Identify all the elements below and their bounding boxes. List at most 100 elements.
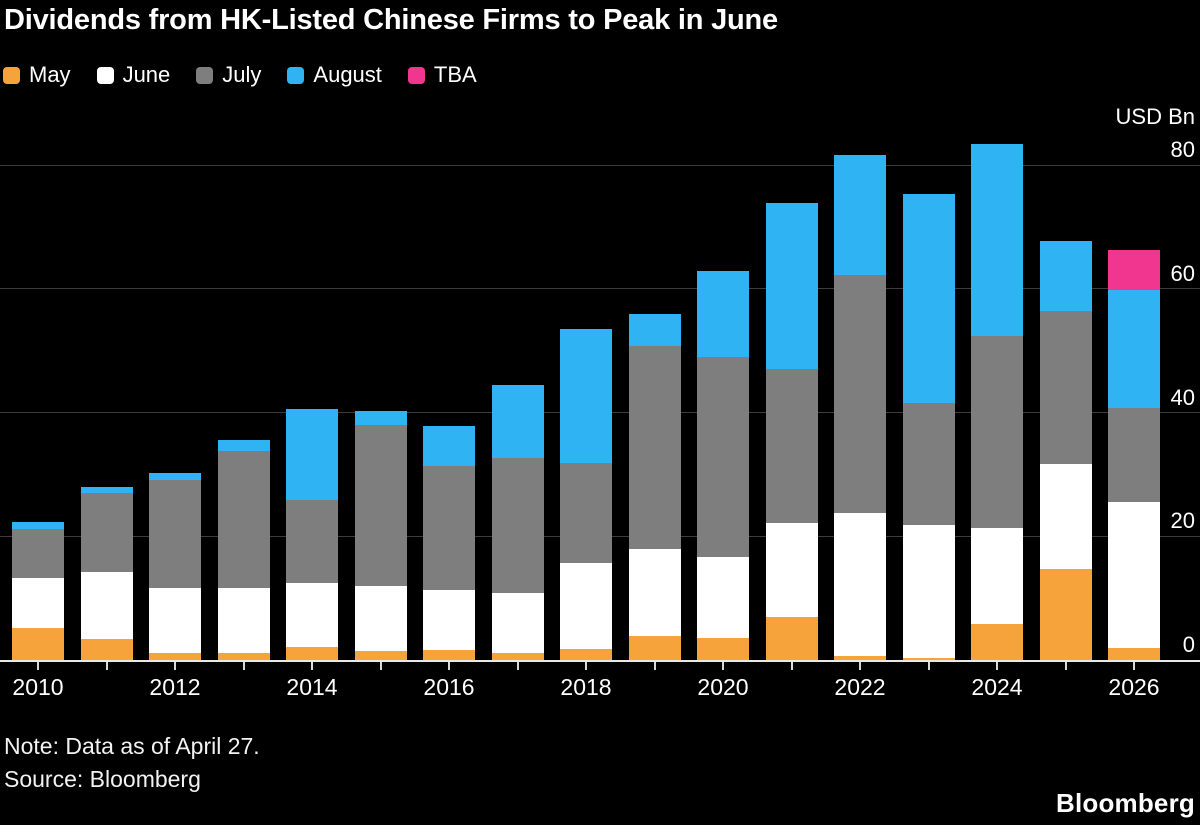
bar-2014	[286, 0, 338, 660]
bar-segment-august-2019	[628, 314, 681, 347]
legend: May June July August TBA	[3, 62, 477, 88]
bar-2018	[560, 0, 612, 660]
bar-segment-may-2010	[12, 627, 64, 660]
bar-segment-june-2015	[354, 586, 407, 651]
bar-segment-june-2011	[80, 571, 133, 639]
bar-segment-june-2021	[765, 523, 818, 617]
bar-segment-august-2020	[697, 271, 749, 358]
x-tick-label-2010: 2010	[12, 674, 64, 700]
y-axis-unit-label: USD Bn	[1115, 104, 1195, 129]
x-tick-2020	[722, 662, 724, 670]
bar-segment-july-2020	[697, 357, 749, 557]
bar-segment-may-2013	[217, 652, 270, 660]
x-tick-2010	[37, 662, 39, 670]
bar-segment-august-2018	[560, 328, 612, 463]
bar-segment-july-2025	[1039, 311, 1092, 464]
bar-segment-july-2014	[286, 499, 338, 584]
x-tick-2014	[311, 662, 313, 670]
x-tick-label-2016: 2016	[423, 674, 475, 700]
bar-2024	[971, 0, 1023, 660]
bar-2023	[902, 0, 955, 660]
bar-2025	[1039, 0, 1092, 660]
x-tick-label-2018: 2018	[560, 674, 612, 700]
legend-swatch-july	[196, 66, 214, 84]
gridline-60	[0, 288, 1200, 290]
legend-item-august: August	[287, 62, 382, 88]
bar-segment-may-2016	[423, 650, 475, 660]
gridline-80	[0, 164, 1200, 166]
bar-2022	[834, 0, 886, 660]
bar-segment-august-2013	[217, 440, 270, 451]
bar-segment-june-2014	[286, 583, 338, 648]
x-tick-2011	[105, 662, 108, 670]
bar-segment-july-2012	[149, 479, 201, 588]
bar-segment-july-2011	[80, 492, 133, 572]
bar-segment-may-2026	[1108, 647, 1160, 660]
bar-2021	[765, 0, 818, 660]
bar-2016	[423, 0, 475, 660]
bar-segment-may-2011	[80, 638, 133, 660]
bar-segment-august-2023	[902, 194, 955, 404]
source-text: Source: Bloomberg	[4, 766, 201, 792]
x-tick-2016	[448, 662, 450, 670]
bar-segment-august-2016	[423, 426, 475, 466]
bar-segment-june-2016	[423, 590, 475, 651]
x-tick-2025	[1064, 662, 1067, 670]
x-tick-2013	[242, 662, 245, 670]
bar-segment-may-2024	[971, 624, 1023, 660]
bar-2020	[697, 0, 749, 660]
bar-segment-july-2015	[354, 424, 407, 587]
bar-segment-may-2023	[902, 657, 955, 660]
bar-segment-may-2022	[834, 656, 886, 660]
bar-segment-july-2026	[1108, 408, 1160, 503]
x-tick-2023	[927, 662, 930, 670]
y-tick-label-40: 40	[1170, 384, 1195, 410]
bar-2010	[12, 0, 64, 660]
y-tick-label-20: 20	[1170, 508, 1195, 534]
bar-segment-august-2024	[971, 143, 1023, 337]
legend-swatch-august	[287, 66, 305, 84]
bar-segment-june-2023	[902, 524, 955, 658]
x-tick-label-2022: 2022	[834, 674, 886, 700]
bar-segment-august-2017	[491, 384, 544, 459]
x-tick-label-2012: 2012	[149, 674, 201, 700]
bar-segment-may-2015	[354, 650, 407, 660]
bar-segment-june-2010	[12, 578, 64, 628]
bar-segment-june-2026	[1108, 502, 1160, 648]
legend-label: TBA	[433, 62, 477, 87]
bar-segment-july-2022	[834, 275, 886, 514]
bar-segment-july-2013	[217, 450, 270, 589]
bar-segment-may-2025	[1039, 569, 1092, 660]
bar-segment-july-2023	[902, 403, 955, 525]
legend-label: July	[222, 62, 262, 87]
bar-segment-august-2012	[149, 472, 201, 480]
bar-segment-june-2018	[560, 563, 612, 650]
bar-segment-may-2020	[697, 638, 749, 660]
x-axis-baseline	[0, 660, 1200, 662]
legend-swatch-tba	[407, 66, 425, 84]
x-tick-2017	[516, 662, 519, 670]
bar-2026	[1108, 0, 1160, 660]
bar-segment-july-2024	[971, 336, 1023, 529]
legend-item-tba: TBA	[407, 62, 477, 88]
x-tick-2026	[1133, 662, 1135, 670]
legend-swatch-may	[3, 66, 20, 84]
bar-segment-july-2021	[765, 369, 818, 524]
bar-2013	[217, 0, 270, 660]
x-tick-label-2026: 2026	[1108, 674, 1160, 700]
bar-segment-june-2020	[697, 556, 749, 639]
note-text: Note: Data as of April 27.	[4, 733, 260, 759]
bar-segment-august-2015	[354, 410, 407, 425]
legend-label: May	[29, 62, 71, 87]
bar-segment-august-2026	[1108, 290, 1160, 409]
y-tick-label-0: 0	[1182, 632, 1195, 657]
bar-segment-may-2014	[286, 647, 338, 660]
x-tick-label-2014: 2014	[286, 674, 338, 700]
bar-segment-may-2017	[491, 653, 544, 660]
bar-segment-june-2012	[149, 587, 201, 654]
bar-2017	[491, 0, 544, 660]
legend-item-june: June	[96, 62, 170, 88]
x-tick-label-2024: 2024	[971, 674, 1023, 700]
bloomberg-logo: Bloomberg	[1055, 788, 1195, 818]
